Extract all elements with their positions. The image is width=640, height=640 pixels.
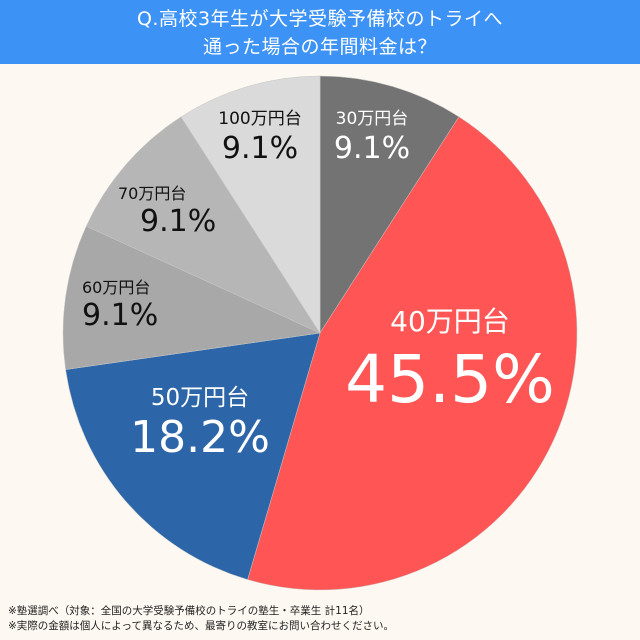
slice-label-50: 50万円台 18.2%	[130, 385, 270, 463]
pie-slice-0	[319, 75, 460, 334]
chart-title-banner: Q.高校3年生が大学受験予備校のトライへ 通った場合の年間料金は？	[0, 0, 640, 64]
pie-slice-4	[85, 116, 321, 334]
slice-label-100: 100万円台 9.1%	[218, 109, 302, 166]
pie-slice-3	[62, 225, 321, 370]
footnote-source: ※塾選調べ（対象：全国の大学受験予備校のトライの塾生・卒業生 計11名）	[8, 605, 370, 617]
pie-slice-2	[65, 332, 321, 580]
slice-label-30: 30万円台 9.1%	[333, 109, 411, 166]
footnotes: ※塾選調べ（対象：全国の大学受験予備校のトライの塾生・卒業生 計11名） ※実際…	[8, 604, 394, 634]
pie-slice-5	[180, 75, 321, 334]
pie-slice-1	[247, 116, 578, 591]
footnote-disclaimer: ※実際の金額は個人によって異なるため、最寄りの教室にお問い合わせください。	[8, 620, 394, 632]
slice-label-60: 60万円台 9.1%	[82, 278, 159, 333]
title-line-1: Q.高校3年生が大学受験予備校のトライへ	[136, 8, 504, 30]
slice-label-70: 70万円台 9.1%	[118, 184, 217, 239]
title-line-2: 通った場合の年間料金は？	[202, 36, 437, 58]
slice-label-40: 40万円台 45.5%	[345, 305, 555, 418]
